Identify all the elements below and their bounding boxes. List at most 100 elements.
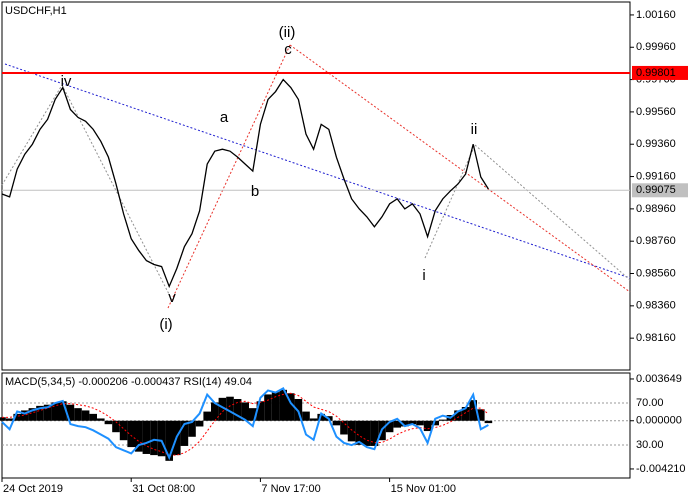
macd-bar [271,392,280,421]
y2-tick-label: 30.00 [636,439,664,451]
macd-bar [241,402,249,421]
macd-bar [36,405,44,421]
macd-bar [287,393,295,421]
indicator-panel [1,372,631,479]
macd-bar [59,401,67,421]
trend-line [1,84,63,186]
macd-bar [477,409,485,421]
x-tick-label: 31 Oct 08:00 [132,483,195,495]
wave-label: i [422,267,425,284]
macd-bar [188,420,196,437]
macd-bar [332,420,341,426]
macd-bar [385,420,394,433]
macd-bar [484,420,493,424]
macd-bar [127,420,135,448]
macd-bar [180,420,189,446]
macd-bar [218,397,227,421]
macd-bar [165,420,173,461]
macd-bar [294,398,303,421]
level-label-box [632,183,688,198]
macd-bar [431,420,439,426]
chart-title: USDCHF,H1 [5,5,67,17]
macd-bar [97,418,105,421]
macd-bar [279,389,287,421]
wave-label: (ii) [279,24,296,41]
level-label: 0.99075 [636,184,676,196]
y-tick-label: 0.000000 [636,415,682,427]
price-panel [1,1,631,371]
y-tick-label: 1.00160 [636,9,676,21]
wave-label: ii [471,121,478,138]
y-tick-label: 0.98760 [636,235,676,247]
macd-bar [423,420,432,432]
x-tick-label: 7 Nov 17:00 [261,483,320,495]
level-label: 0.99801 [636,67,676,79]
y2-tick-label: 70.00 [636,397,664,409]
macd-bar [195,420,204,427]
macd-bar [157,420,166,457]
y-tick-label: 0.99360 [636,138,676,150]
trend-line [167,44,291,309]
macd-bar [135,420,143,452]
y-tick-label: 0.99960 [636,41,676,53]
macd-bar [150,420,158,456]
y-tick-label: -0.004210 [636,463,686,475]
wave-label: (i) [159,316,172,333]
macd-bar [264,394,272,421]
macd-bar [89,413,97,421]
y-tick-label: 0.98160 [636,332,676,344]
y-tick-label: 0.99160 [636,170,676,182]
macd-bar [401,420,409,427]
macd-bar [256,401,265,421]
wave-label: a [220,109,229,126]
macd-bar [21,410,29,421]
macd-bar [439,419,447,421]
wave-label: b [251,183,259,200]
wave-label: c [284,41,292,58]
macd-bar [249,408,257,421]
x-tick-label: 24 Oct 2019 [3,483,63,495]
macd-bar [408,420,417,425]
y-tick-label: 0.98360 [636,300,676,312]
macd-bar [81,410,90,421]
macd-bar [302,411,310,421]
macd-bar [104,420,113,425]
price-line [1,78,489,289]
macd-bar [51,402,59,421]
macd-bar [5,418,14,421]
macd-bar [0,417,6,421]
y-tick-label: 0.003649 [636,373,682,385]
macd-bar [393,420,401,428]
macd-bar [74,408,82,421]
x-tick-label: 15 Nov 01:00 [391,483,456,495]
trend-line [424,144,476,259]
macd-bar [119,420,128,441]
macd-bar [317,413,325,421]
indicator-title: MACD(5,34,5) -0.000206 -0.000437 RSI(14)… [5,376,252,388]
macd-bar [142,420,151,454]
y-tick-label: 0.98960 [636,203,676,215]
macd-bar [43,404,52,421]
y-tick-label: 0.98560 [636,267,676,279]
macd-bar [211,402,219,421]
macd-bar [355,420,363,445]
wave-label: v [168,289,176,306]
macd-bar [203,411,211,421]
macd-bar [66,404,75,421]
level-label-box [632,65,688,80]
macd-bar [347,420,356,442]
macd-bar [226,396,234,421]
macd-bar [112,420,120,433]
signal-line [2,392,489,456]
macd-bar [363,420,371,446]
macd-bar [454,410,462,421]
macd-bar [233,398,242,421]
rsi-line [1,386,489,461]
macd-bar [340,420,348,435]
wave-label: iv [61,73,72,90]
macd-bar [370,420,379,446]
macd-bar [416,420,424,426]
macd-bar [309,418,318,421]
